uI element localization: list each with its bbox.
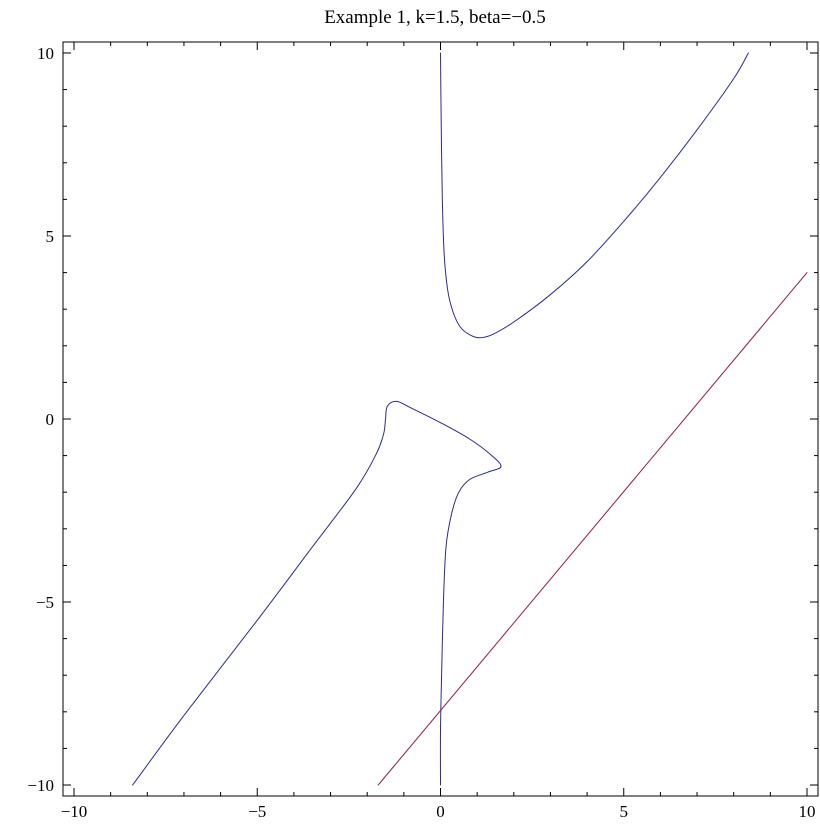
- plot-frame: [62, 41, 819, 797]
- series-2-line-1: [377, 272, 808, 786]
- x-tick-label: 5: [620, 802, 629, 821]
- x-tick-label: 10: [799, 802, 816, 821]
- x-tick-label: −10: [61, 802, 88, 821]
- axis-tick-labels: −10 −5 0 5 10 −10 −5 0 5 10: [27, 44, 815, 821]
- y-tick-label: −5: [36, 593, 54, 612]
- x-tick-label: 0: [436, 802, 445, 821]
- x-tick-label: −5: [248, 802, 266, 821]
- chart-title: Example 1, k=1.5, beta=−0.5: [324, 7, 546, 28]
- axis-ticks: [63, 42, 818, 796]
- y-tick-label: 10: [37, 44, 54, 63]
- series-1-line-1: [440, 52, 749, 339]
- curves: [132, 52, 808, 786]
- series-1-line-2: [132, 400, 502, 786]
- y-tick-label: −10: [27, 776, 54, 795]
- y-tick-label: 5: [46, 227, 55, 246]
- y-tick-label: 0: [46, 410, 55, 429]
